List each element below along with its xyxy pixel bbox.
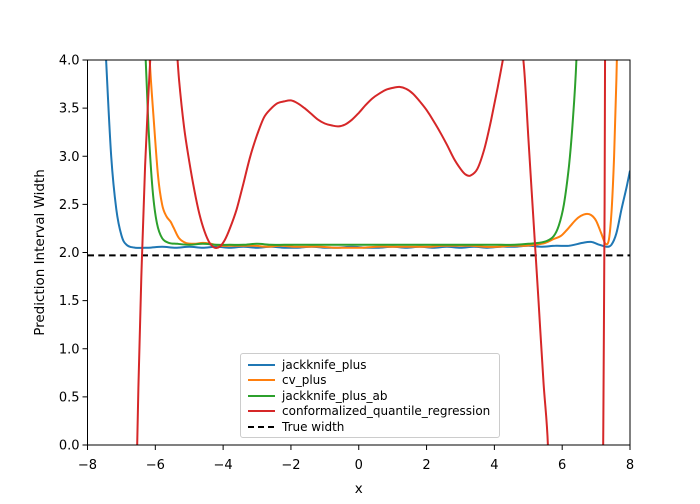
y-tick-label: 2.5 [59, 198, 80, 213]
legend-label: cv_plus [282, 373, 327, 387]
legend-swatch-jackknife-plus-ab [248, 394, 275, 397]
series-line-cv-plus [148, 60, 618, 249]
legend-swatch-jackknife-plus [248, 363, 275, 366]
x-tick-label: −8 [78, 458, 97, 473]
series-line-jackknife-plus [105, 60, 630, 249]
legend-swatch-conformalized-quantile-regression [248, 410, 275, 412]
y-tick-label: 4.0 [59, 54, 80, 69]
y-tick-label: 1.0 [59, 342, 80, 357]
legend-label: True width [282, 419, 345, 434]
series-line-jackknife-plus-ab [144, 60, 578, 246]
series-line-conformalized-quantile-regression [602, 60, 607, 445]
legend-label: jackknife_plus [282, 357, 367, 372]
legend-item-cv-plus: cv_plus [248, 374, 490, 386]
x-tick-label: 8 [626, 458, 634, 473]
x-tick-label: 2 [422, 458, 430, 473]
y-tick-label: 2.0 [59, 246, 80, 261]
legend-swatch-cv-plus [248, 379, 275, 381]
x-tick-label: 6 [558, 458, 566, 473]
x-tick-label: −4 [214, 458, 233, 473]
y-tick-label: 0.5 [59, 390, 80, 405]
legend-item-conformalized-quantile-regression: conformalized_quantile_regression [248, 405, 490, 417]
x-tick-label: 4 [490, 458, 498, 473]
y-axis-label: Prediction Interval Width [32, 169, 48, 336]
x-tick-label: −2 [281, 458, 300, 473]
legend-label: conformalized_quantile_regression [282, 404, 491, 418]
legend: jackknife_plus cv_plus jackknife_plus_ab co… [240, 353, 501, 438]
y-tick-label: 1.5 [59, 294, 80, 309]
axis-ticks: −8 −6 −4 −2 0 2 4 6 8 0.0 0.5 1.0 1.5 2.0 2.5 3.0 3.5 4.0 [59, 54, 634, 474]
series-group [87, 60, 630, 445]
series-line-conformalized-quantile-regression [136, 60, 549, 445]
legend-label: jackknife_plus_ab [282, 388, 388, 403]
y-tick-label: 3.0 [59, 150, 80, 165]
y-tick-label: 3.5 [59, 102, 80, 117]
x-axis-label: x [355, 481, 363, 497]
y-tick-label: 0.0 [59, 439, 80, 454]
legend-item-jackknife-plus-ab: jackknife_plus_ab [248, 390, 490, 402]
legend-item-jackknife-plus: jackknife_plus [248, 359, 490, 371]
legend-swatch-true-width [248, 425, 275, 428]
legend-item-true-width: True width [248, 421, 490, 433]
x-tick-label: −6 [146, 458, 165, 473]
x-tick-label: 0 [355, 458, 363, 473]
